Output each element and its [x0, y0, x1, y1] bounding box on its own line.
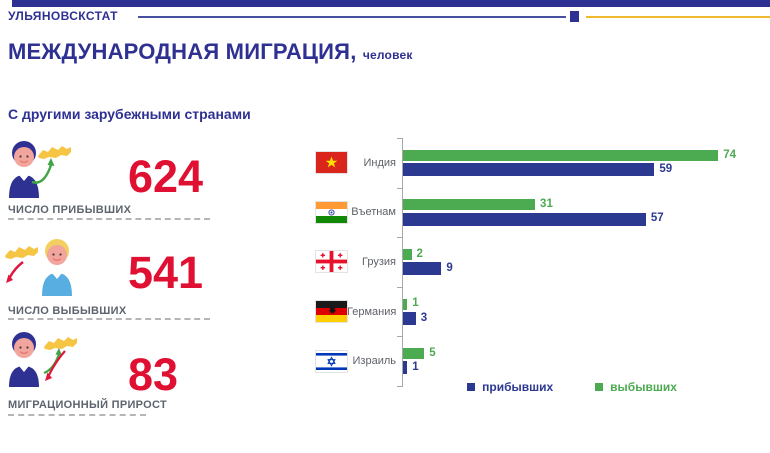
legend-swatch	[595, 383, 604, 391]
legend-swatch	[467, 383, 476, 391]
departures-label: ЧИСЛО ВЫБЫВШИХ	[8, 305, 127, 317]
section-subtitle: С другими зарубежными странами	[8, 106, 251, 122]
israel-flag-icon	[315, 349, 348, 373]
chart-row: Въетнам 31 57	[315, 188, 770, 238]
bar-выбывших	[403, 248, 412, 260]
value-label: 5	[429, 346, 436, 359]
arrivals-label: ЧИСЛО ПРИБЫВШИХ	[8, 204, 132, 216]
axis-tick	[397, 286, 403, 288]
bar-выбывших	[403, 298, 408, 310]
legend-item-arrived: прибывших	[467, 380, 553, 394]
page-title-text: МЕЖДУНАРОДНАЯ МИГРАЦИЯ,	[8, 39, 357, 64]
top-accent-bar	[12, 0, 770, 7]
net-migration-label: МИГРАЦИОННЫЙ ПРИРОСТ	[8, 399, 168, 411]
bar-выбывших	[403, 149, 719, 161]
value-label: 57	[650, 212, 664, 225]
legend-label: прибывших	[482, 380, 554, 394]
bar-group: 31 57	[403, 199, 664, 226]
chart-rows: Индия 74 59 Въетнам 31 57 Грузия 2 9 Германия 1 3 Из…	[315, 138, 770, 386]
vietnam-flag-icon	[315, 151, 348, 175]
axis-tick	[397, 138, 403, 139]
divider-dashed	[8, 414, 146, 416]
value-label: 74	[723, 148, 737, 161]
bar-прибывших	[403, 163, 655, 177]
axis-tick	[397, 237, 403, 239]
country-label: Израиль	[352, 355, 396, 368]
country-label: Германия	[347, 305, 397, 318]
chart-row: Германия 1 3	[315, 287, 770, 337]
divider-dashed	[8, 318, 210, 320]
page-title-unit: человек	[362, 48, 413, 62]
germany-flag-icon	[315, 300, 348, 324]
bar-прибывших	[403, 262, 442, 276]
arrival-person-icon	[8, 140, 74, 203]
bar-прибывших	[403, 361, 408, 375]
country-label: Въетнам	[351, 206, 396, 219]
divider-dashed	[8, 218, 210, 220]
value-label: 9	[446, 261, 453, 274]
india-flag-icon	[315, 200, 348, 224]
header-rule-yellow	[586, 16, 770, 18]
bar-выбывших	[403, 348, 425, 360]
migration-bar-chart: Индия 74 59 Въетнам 31 57 Грузия 2 9 Германия 1 3 Из…	[300, 130, 770, 405]
value-label: 2	[416, 247, 423, 260]
header-rule-navy	[138, 16, 566, 18]
axis-tick	[397, 187, 403, 189]
georgia-flag-icon	[315, 250, 348, 274]
chart-axis	[397, 138, 403, 387]
arrivals-number: 624	[128, 151, 204, 202]
net-migration-icon	[8, 331, 80, 392]
chart-row: Грузия 2 9	[315, 237, 770, 287]
country-label: Грузия	[362, 255, 396, 268]
value-label: 3	[420, 311, 428, 324]
net-migration-number: 83	[128, 349, 179, 400]
bar-group: 74 59	[403, 148, 737, 177]
departures-number: 541	[128, 247, 204, 298]
chart-legend: прибывших выбывших	[402, 380, 742, 394]
chart-row: Индия 74 59	[315, 138, 770, 188]
bar-прибывших	[403, 311, 416, 325]
value-label: 1	[412, 297, 419, 310]
legend-item-departed: выбывших	[595, 380, 677, 394]
header-rule-square	[570, 11, 579, 22]
value-label: 1	[412, 361, 419, 374]
departure-person-icon	[3, 238, 75, 301]
bar-прибывших	[403, 212, 646, 226]
legend-label: выбывших	[610, 380, 677, 394]
page-title: МЕЖДУНАРОДНАЯ МИГРАЦИЯ, человек	[8, 39, 413, 65]
value-label: 31	[540, 198, 553, 211]
brand-name: УЛЬЯНОВСКСТАТ	[8, 9, 118, 23]
axis-tick	[397, 336, 403, 338]
country-label: Индия	[363, 156, 396, 169]
chart-row: Израиль 5 1	[315, 336, 770, 386]
bar-выбывших	[403, 199, 536, 211]
axis-tick	[397, 386, 403, 387]
value-label: 59	[659, 162, 673, 175]
